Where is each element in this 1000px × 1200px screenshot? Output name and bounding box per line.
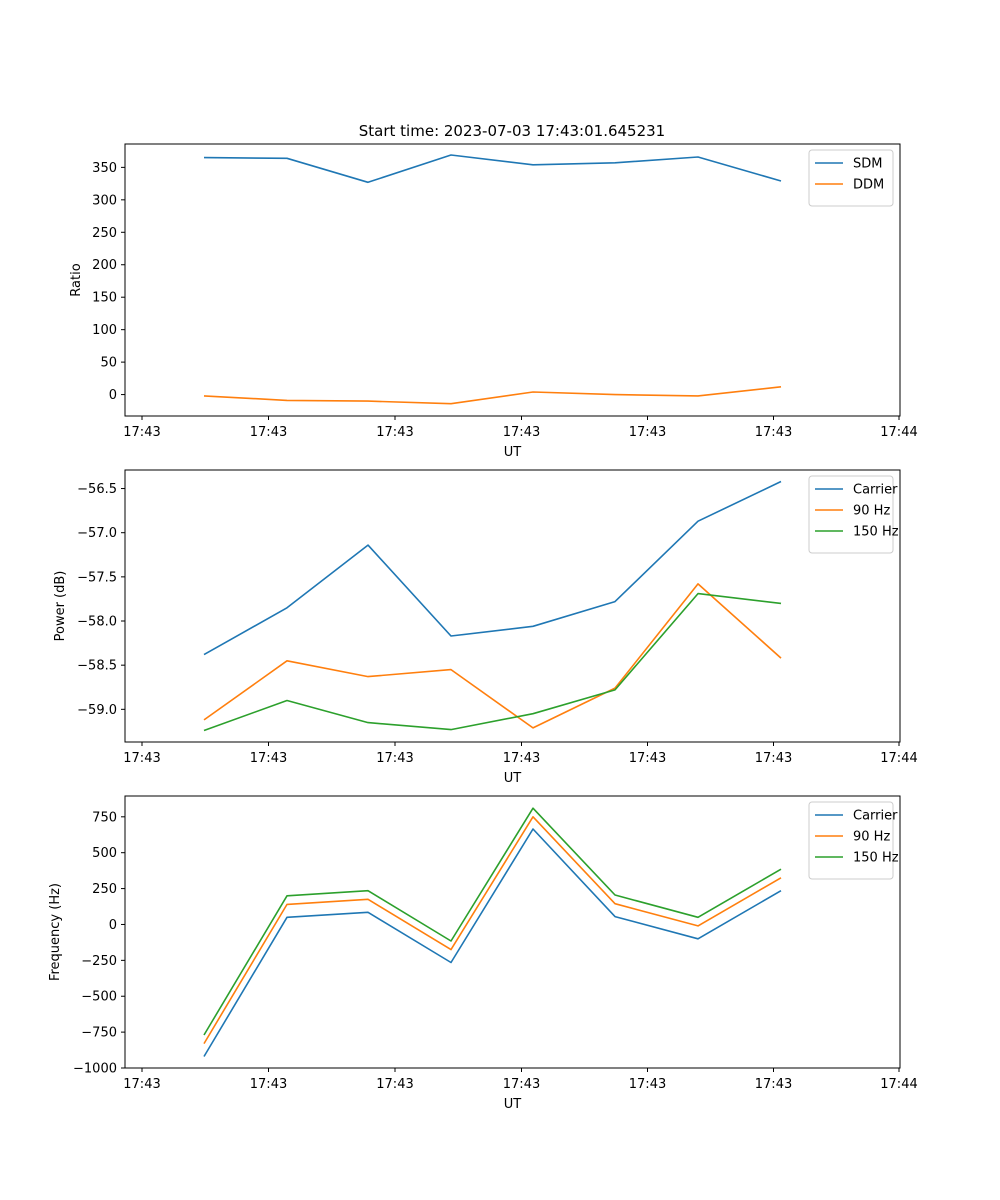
- axes-frame: [124, 469, 901, 743]
- legend-label: Carrier: [853, 483, 898, 498]
- series-line-90-hz: [203, 583, 782, 729]
- x-tick-label: 17:43: [755, 751, 792, 766]
- panel-1: 17:43 17:43 17:43 17:43 17:43 17:43 17:44 UT 0 50…: [69, 143, 918, 460]
- series-line-sdm: [203, 154, 782, 184]
- x-tick-label: 17:43: [123, 425, 160, 440]
- axes-frame: [124, 143, 901, 417]
- legend-label: 90 Hz: [853, 504, 890, 519]
- legend-box: [808, 475, 894, 554]
- panels: 17:43 17:43 17:43 17:43 17:43 17:43 17:44 UT 0 50…: [48, 143, 918, 1112]
- x-tick-label: 17:43: [250, 751, 287, 766]
- x-tick-label: 17:43: [250, 1077, 287, 1092]
- series-line-ddm: [203, 386, 782, 405]
- x-tick-label: 17:44: [880, 751, 917, 766]
- y-tick-label: −58.5: [77, 659, 117, 674]
- x-tick-label: 17:43: [123, 751, 160, 766]
- legend: Carrier 90 Hz 150 Hz: [808, 475, 899, 554]
- y-tick-label: 750: [92, 810, 117, 825]
- axes-frame: [124, 795, 901, 1069]
- y-axis-label: Frequency (Hz): [48, 883, 63, 981]
- legend: Carrier 90 Hz 150 Hz: [808, 801, 899, 880]
- y-axis-label: Power (dB): [53, 571, 68, 642]
- y-tick-label: −59.0: [77, 703, 117, 718]
- x-tick-label: 17:43: [755, 425, 792, 440]
- y-tick-label: −56.5: [77, 482, 117, 497]
- series-line-150-hz: [203, 592, 782, 732]
- y-tick-label: 250: [92, 226, 117, 241]
- y-tick-label: 250: [92, 882, 117, 897]
- x-tick-label: 17:43: [503, 425, 540, 440]
- y-tick-label: 500: [92, 846, 117, 861]
- series-line-90-hz: [203, 815, 782, 1045]
- x-tick-label: 17:43: [503, 751, 540, 766]
- series-line-carrier: [203, 828, 782, 1057]
- x-tick-label: 17:43: [376, 425, 413, 440]
- legend-box: [808, 801, 894, 880]
- legend-label: Carrier: [853, 809, 898, 824]
- y-tick-label: −250: [81, 954, 117, 969]
- y-tick-label: −57.0: [77, 526, 117, 541]
- legend-label: 90 Hz: [853, 830, 890, 845]
- x-tick-label: 17:43: [123, 1077, 160, 1092]
- legend: SDM DDM: [808, 149, 894, 207]
- legend-box: [808, 149, 894, 207]
- y-tick-label: −750: [81, 1026, 117, 1041]
- y-tick-label: 50: [100, 356, 117, 371]
- x-tick-label: 17:43: [503, 1077, 540, 1092]
- x-tick-label: 17:43: [629, 425, 666, 440]
- y-tick-label: 300: [92, 193, 117, 208]
- legend-label: 150 Hz: [853, 525, 899, 540]
- y-tick-label: −57.5: [77, 570, 117, 585]
- x-tick-label: 17:44: [880, 1077, 917, 1092]
- legend-label: SDM: [853, 157, 882, 172]
- x-tick-label: 17:44: [880, 425, 917, 440]
- y-axis-label: Ratio: [69, 263, 84, 296]
- y-tick-label: 0: [109, 388, 117, 403]
- x-axis-label: UT: [504, 1097, 522, 1112]
- y-tick-label: −1000: [73, 1062, 117, 1077]
- panel-3: 17:43 17:43 17:43 17:43 17:43 17:43 17:44 UT −10…: [48, 795, 918, 1112]
- x-tick-label: 17:43: [376, 1077, 413, 1092]
- figure-title: Start time: 2023-07-03 17:43:01.645231: [359, 122, 665, 140]
- x-tick-label: 17:43: [755, 1077, 792, 1092]
- x-axis-label: UT: [504, 771, 522, 786]
- x-tick-label: 17:43: [629, 1077, 666, 1092]
- x-tick-label: 17:43: [250, 425, 287, 440]
- y-tick-label: −58.0: [77, 615, 117, 630]
- y-tick-label: 150: [92, 291, 117, 306]
- x-axis-label: UT: [504, 445, 522, 460]
- legend-label: DDM: [853, 178, 884, 193]
- y-tick-label: 350: [92, 161, 117, 176]
- y-tick-label: −500: [81, 990, 117, 1005]
- series-line-carrier: [203, 480, 782, 656]
- y-tick-label: 0: [109, 918, 117, 933]
- panel-2: 17:43 17:43 17:43 17:43 17:43 17:43 17:44 UT −59…: [53, 469, 918, 786]
- x-tick-label: 17:43: [376, 751, 413, 766]
- legend-label: 150 Hz: [853, 851, 899, 866]
- x-tick-label: 17:43: [629, 751, 666, 766]
- series-line-150-hz: [203, 807, 782, 1036]
- y-tick-label: 200: [92, 258, 117, 273]
- y-tick-label: 100: [92, 323, 117, 338]
